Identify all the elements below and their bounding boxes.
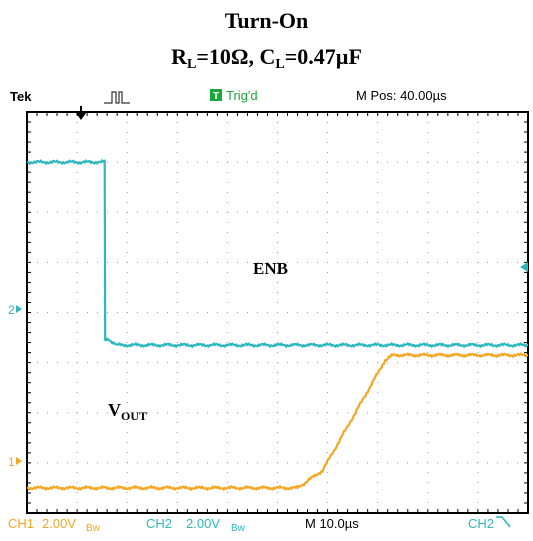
trigger-source: CH2: [468, 516, 494, 531]
ch1-label: CH1: [8, 516, 34, 531]
ch2-label: CH2: [146, 516, 172, 531]
enb-label: ENB: [253, 259, 288, 278]
ch2-ground-marker: 2: [8, 303, 15, 317]
trig-status-text: Trig'd: [226, 88, 258, 103]
trace-vout: [26, 352, 529, 491]
ch2-bw-indicator: Bw: [231, 523, 246, 534]
ch1-marker-arrow-icon: [16, 457, 22, 465]
ch2-marker-arrow-icon: [16, 305, 22, 313]
footer-readout: CH1 2.00V Bw CH2 2.00V Bw M 10.0µs CH2: [8, 516, 511, 534]
brand-label: Tek: [10, 89, 32, 104]
trig-status-glyph: T: [213, 91, 219, 102]
trace-enb: [26, 159, 529, 348]
oscilloscope-screen: Tek T Trig'd M Pos: 40.00µs 2 1 ENB VOUT…: [8, 88, 529, 534]
trig-status-icon: [210, 89, 222, 101]
ch2-scale: 2.00V: [186, 516, 220, 531]
timebase-readout: M 10.0µs: [305, 516, 359, 531]
ch1-scale: 2.00V: [42, 516, 76, 531]
ch1-bw-indicator: Bw: [86, 523, 101, 534]
ch1-ground-marker: 1: [8, 455, 15, 469]
falling-edge-icon: [496, 516, 511, 528]
trigger-level-arrow-icon: [520, 262, 528, 272]
traces: [26, 159, 529, 491]
trigger-waveform-icon: [104, 91, 130, 104]
chart-title-line1: Turn-On: [224, 8, 309, 33]
graticule: [26, 111, 529, 514]
vout-label: VOUT: [108, 400, 147, 423]
trigger-position-marker: [76, 113, 86, 120]
chart-title-line2: RL=10Ω, CL=0.47µF: [171, 44, 362, 72]
mpos-readout: M Pos: 40.00µs: [356, 88, 447, 103]
